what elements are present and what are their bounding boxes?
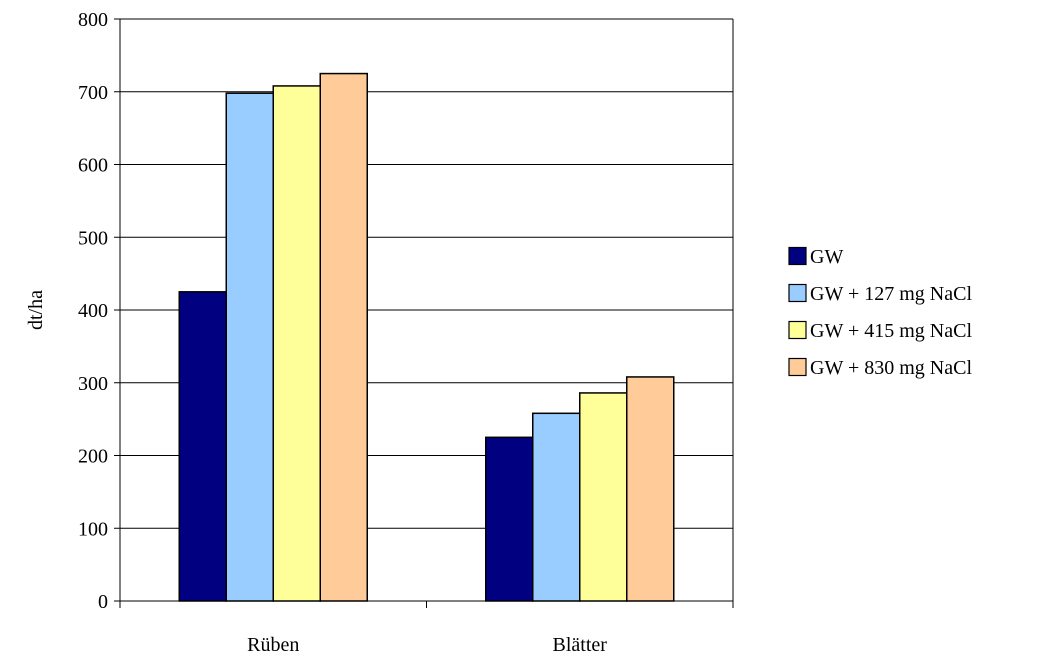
legend-label: GW + 830 mg NaCl [810, 357, 972, 379]
bar-0-3 [319, 72, 368, 602]
y-tick-label: 600 [78, 155, 108, 177]
legend-swatch [788, 357, 807, 377]
legend-swatch [788, 283, 807, 303]
bar-1-2 [579, 392, 628, 602]
y-axis-ticks: 0 100 200 300 400 500 600 700 800 [78, 9, 120, 613]
y-tick-label: 500 [78, 227, 108, 249]
x-axis-ticks: Rüben Blätter [119, 601, 734, 656]
y-tick-label: 0 [98, 591, 108, 613]
y-tick-label: 800 [78, 9, 108, 31]
legend-swatch [788, 320, 807, 340]
bar-1-3 [626, 376, 675, 602]
x-tick-label: Blätter [553, 634, 608, 656]
bar-1-0 [485, 436, 534, 602]
y-tick-label: 100 [78, 518, 108, 540]
y-tick-label: 700 [78, 82, 108, 104]
legend-label: GW + 415 mg NaCl [810, 320, 972, 342]
bar-0-0 [178, 291, 227, 602]
y-tick-label: 200 [78, 446, 108, 468]
x-tick-label: Rüben [247, 634, 299, 656]
legend: GW GW + 127 mg NaCl GW + 415 mg NaCl GW + 8… [788, 246, 972, 379]
y-tick-label: 400 [78, 300, 108, 322]
legend-swatch [788, 246, 807, 266]
bar-1-1 [532, 412, 581, 602]
y-tick-label: 300 [78, 373, 108, 395]
y-axis-title: dt/ha [25, 290, 47, 330]
legend-label: GW + 127 mg NaCl [810, 283, 972, 305]
bars [178, 72, 675, 602]
bar-0-1 [225, 92, 274, 602]
bar-0-2 [272, 85, 321, 602]
legend-label: GW [810, 246, 843, 268]
